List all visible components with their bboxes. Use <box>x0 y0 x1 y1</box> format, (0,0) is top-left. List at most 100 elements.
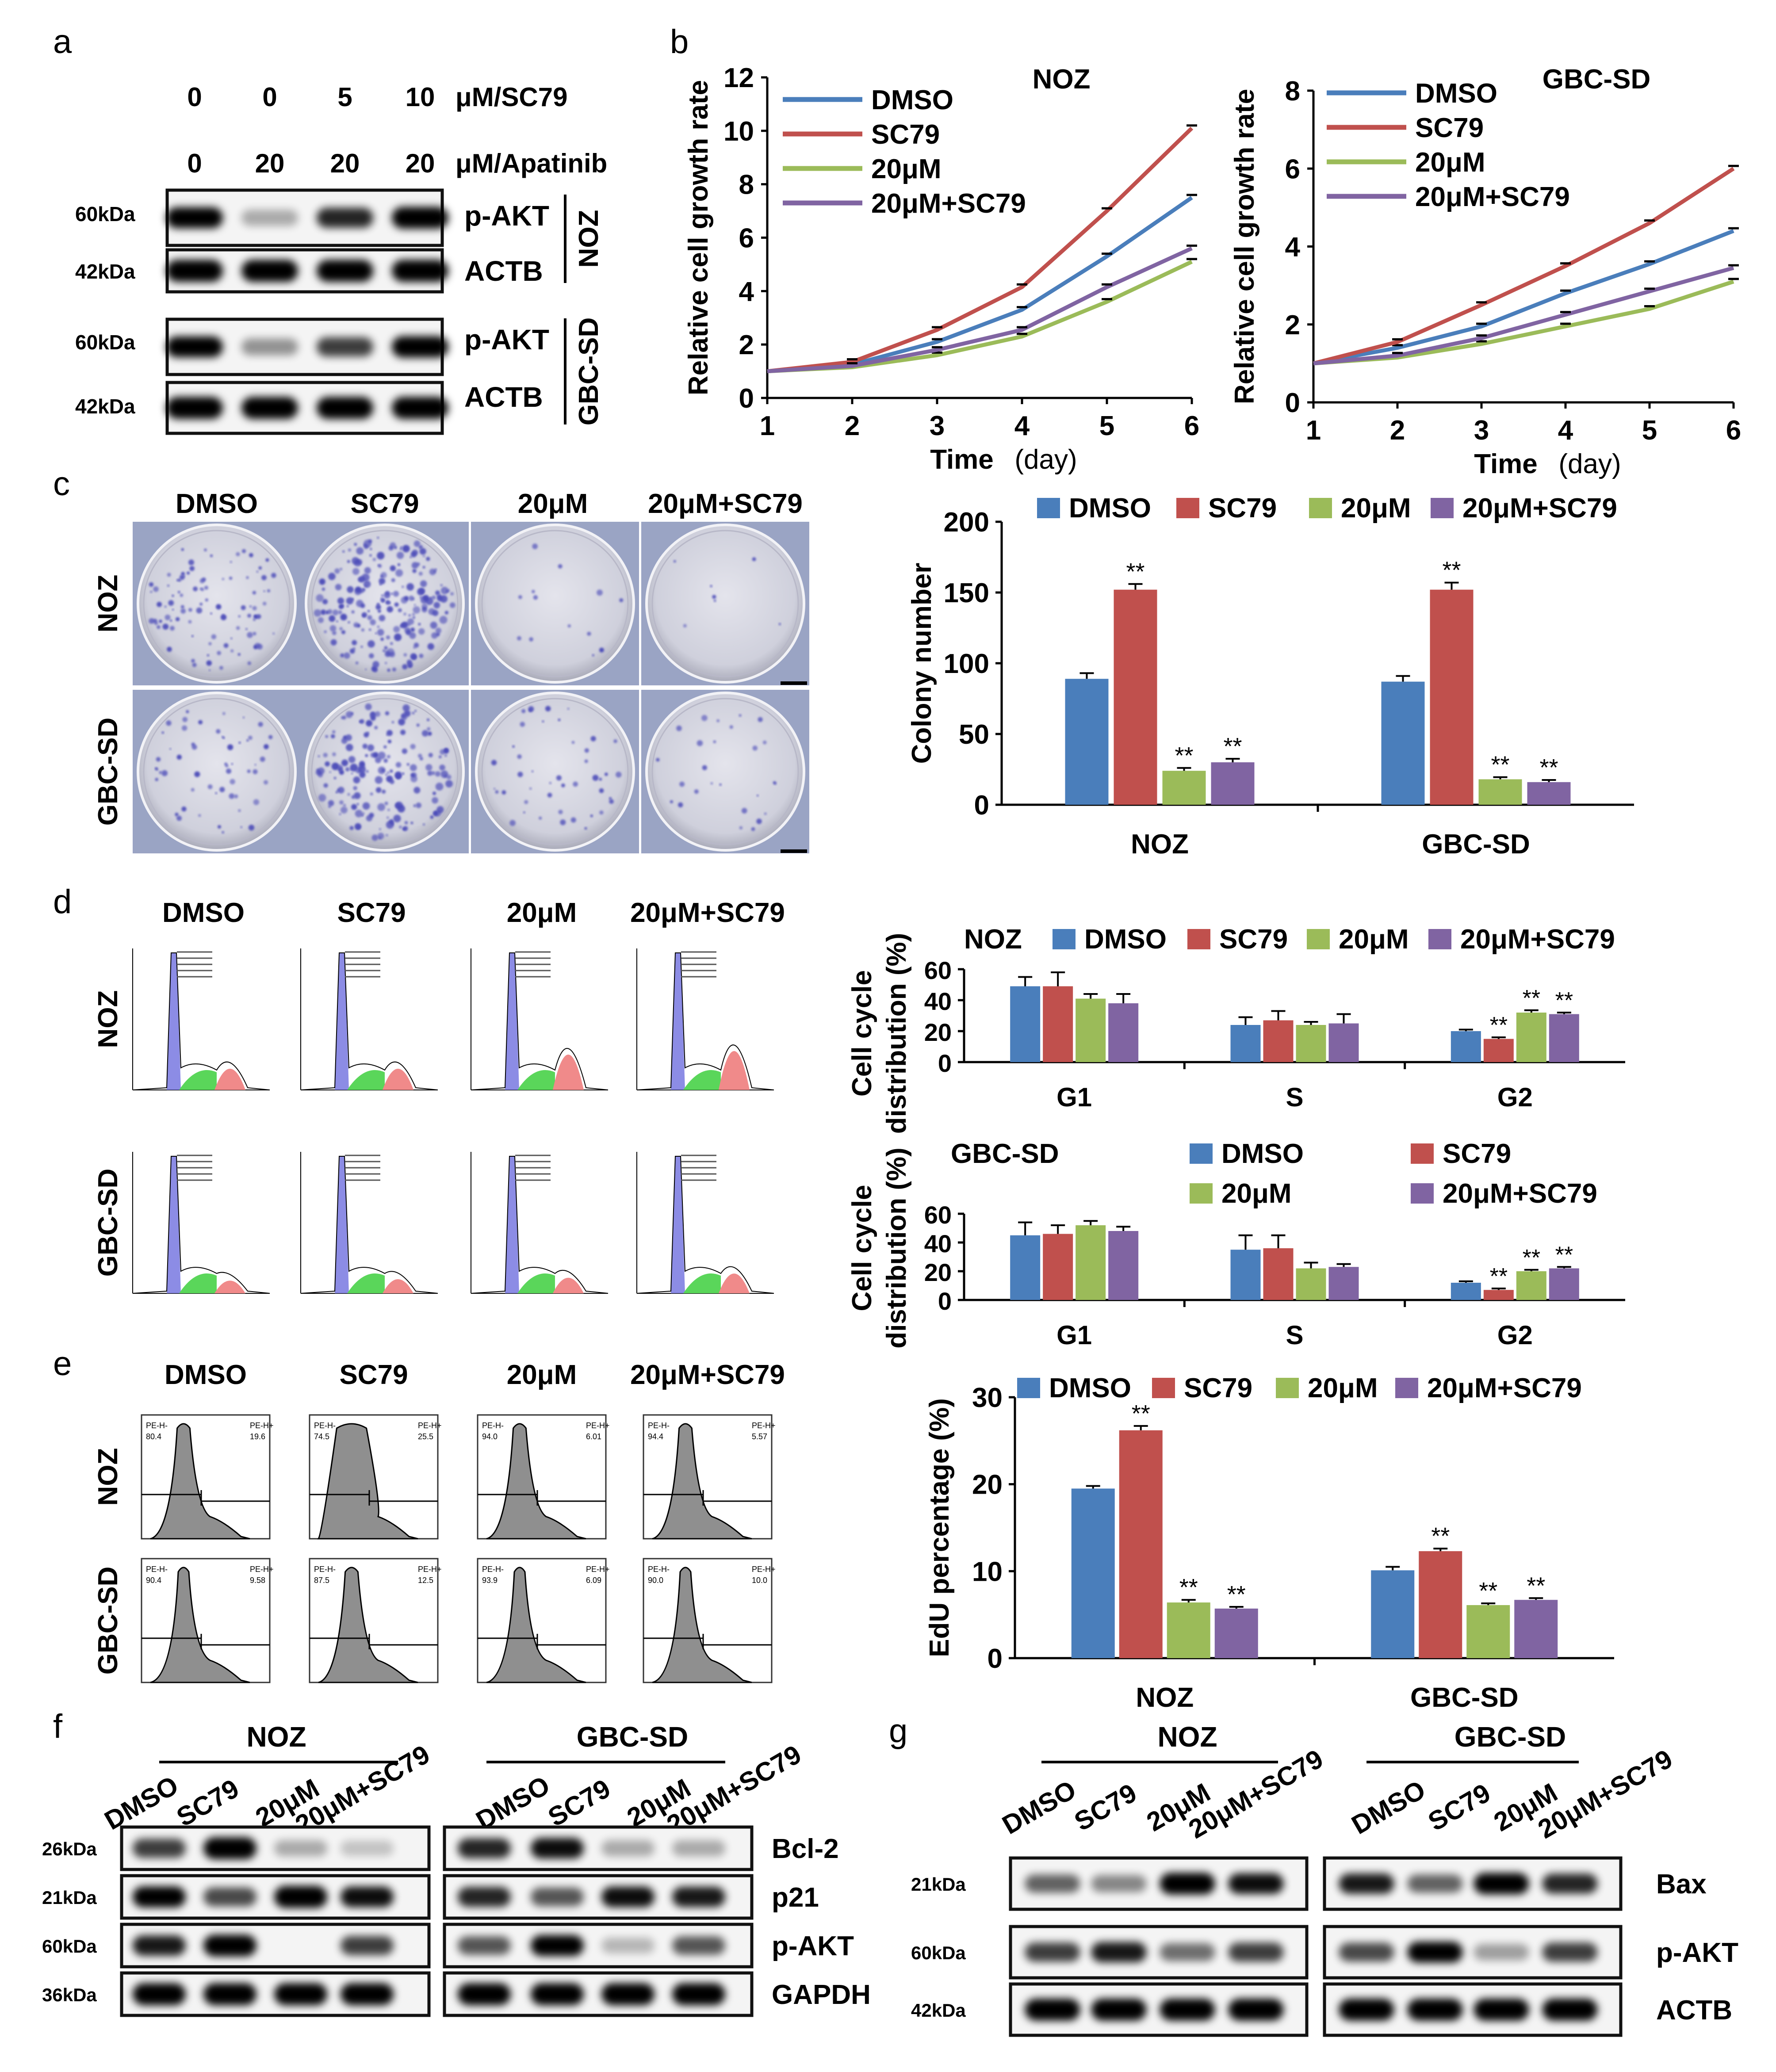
panel-letter-g: g <box>889 1712 907 1750</box>
colony-dot <box>379 583 382 585</box>
colony-dot <box>231 763 233 765</box>
colony-dot <box>713 740 716 743</box>
colony-dot <box>673 560 676 563</box>
colony-dot <box>341 630 346 635</box>
colony-dot <box>379 615 386 622</box>
x-tick-label: 6 <box>1726 415 1741 446</box>
colony-dot <box>410 627 415 632</box>
colony-dot <box>352 640 357 646</box>
band-noz-Bcl-2-1 <box>133 1839 186 1858</box>
colony-dot <box>378 564 382 568</box>
bar-GBC-SD-4 <box>1514 1600 1558 1658</box>
band-noz-GAPDH-3 <box>274 1983 327 2005</box>
colony-dot <box>440 584 443 587</box>
colony-dot <box>567 707 570 710</box>
colony-dot <box>346 605 349 608</box>
colony-dot <box>193 586 198 592</box>
colony-dot <box>204 585 208 590</box>
band-noz-GAPDH-1 <box>133 1983 186 2005</box>
colony-dot <box>180 593 184 597</box>
colony-dot <box>435 771 441 777</box>
colony-dot <box>263 590 265 593</box>
colony-dot <box>604 772 608 776</box>
y-axis-title: Relative cell growth rate <box>683 80 714 395</box>
colony-dot <box>181 807 187 812</box>
colony-dot <box>545 706 551 711</box>
legend-label: 20μM+SC79 <box>1427 1373 1582 1403</box>
colony-dot <box>264 744 269 749</box>
colony-dot <box>440 587 448 595</box>
bar-G1-3 <box>1076 998 1106 1062</box>
x-tick-label: 5 <box>1642 415 1657 446</box>
colony-dot <box>391 822 394 826</box>
colony-dot <box>758 717 763 722</box>
colony-dot <box>547 792 552 798</box>
colony-dot <box>345 767 350 772</box>
colony-dot <box>272 632 275 635</box>
colony-dot <box>249 605 252 608</box>
cell-label-noz: NOZ <box>246 1721 306 1753</box>
gate-value-positive: 25.5 <box>418 1432 433 1441</box>
edu-histogram-r1c1 <box>150 1423 250 1540</box>
legend-swatch <box>1037 498 1060 518</box>
colony-dot <box>370 711 376 719</box>
colony-dot <box>518 595 522 599</box>
legend-swatch <box>1190 1143 1213 1164</box>
gate-value-negative: 90.4 <box>146 1576 161 1585</box>
band-gbcsd-ACTB-1 <box>1339 1999 1394 2021</box>
y-axis-title: Relative cell growth rate <box>1229 89 1260 404</box>
colony-dot <box>368 628 371 631</box>
legend-label: 20μM <box>1221 1178 1292 1209</box>
colony-dot <box>366 720 373 727</box>
colony-dot <box>386 834 388 837</box>
y-tick-label: 0 <box>739 383 754 414</box>
bar-S-4 <box>1328 1023 1359 1062</box>
colony-dot <box>349 826 354 830</box>
colony-dot <box>258 722 263 727</box>
x-tick-label: 4 <box>1558 415 1573 446</box>
colony-dot <box>261 575 267 581</box>
bar-G1-1 <box>1010 986 1041 1062</box>
colony-dot <box>752 745 758 751</box>
colony-dot <box>387 816 389 819</box>
legend-swatch <box>1176 498 1199 518</box>
x-tick-label: 1 <box>1306 415 1321 446</box>
gate-label-positive: PE-H+ <box>250 1421 274 1430</box>
colony-dot <box>372 558 376 562</box>
chart-title: NOZ <box>1033 64 1091 95</box>
colony-dot <box>345 711 353 718</box>
colony-dot <box>385 773 387 776</box>
legend-label: 20μM+SC79 <box>1415 182 1570 212</box>
s-phase-fill-r2c4 <box>683 1273 721 1293</box>
colony-dot <box>359 772 366 778</box>
colony-dot <box>403 612 406 615</box>
colony-dot <box>386 734 388 736</box>
colony-dot <box>170 619 172 622</box>
colony-dot <box>258 566 262 570</box>
y-axis-title: Cell cycle <box>847 970 877 1097</box>
gate-value-positive: 6.09 <box>586 1576 601 1585</box>
band-pakt-gbcsd-1 <box>166 336 223 358</box>
colony-dot <box>590 814 593 818</box>
gate-label-negative: PE-H- <box>482 1421 504 1430</box>
colony-dot <box>410 551 417 558</box>
gate-label-negative: PE-H- <box>648 1565 670 1574</box>
band-gbcsd-p21-1 <box>458 1887 511 1907</box>
gate-value-positive: 6.01 <box>586 1432 601 1441</box>
colony-dot <box>390 593 393 595</box>
y-tick-label: 10 <box>723 116 754 147</box>
hist-outline-r2c4 <box>636 1156 774 1294</box>
colony-dot <box>178 578 181 582</box>
band-pakt-noz-4 <box>392 206 448 229</box>
colony-dot <box>178 591 180 593</box>
colony-dot <box>328 800 334 807</box>
colony-dot <box>380 572 387 578</box>
colony-dot <box>238 615 241 618</box>
colony-dot <box>401 623 404 626</box>
d-col-sc79: SC79 <box>337 898 406 928</box>
edu-histogram-r2c1 <box>150 1567 250 1683</box>
colony-dot <box>532 543 538 549</box>
colony-dot <box>756 795 759 797</box>
